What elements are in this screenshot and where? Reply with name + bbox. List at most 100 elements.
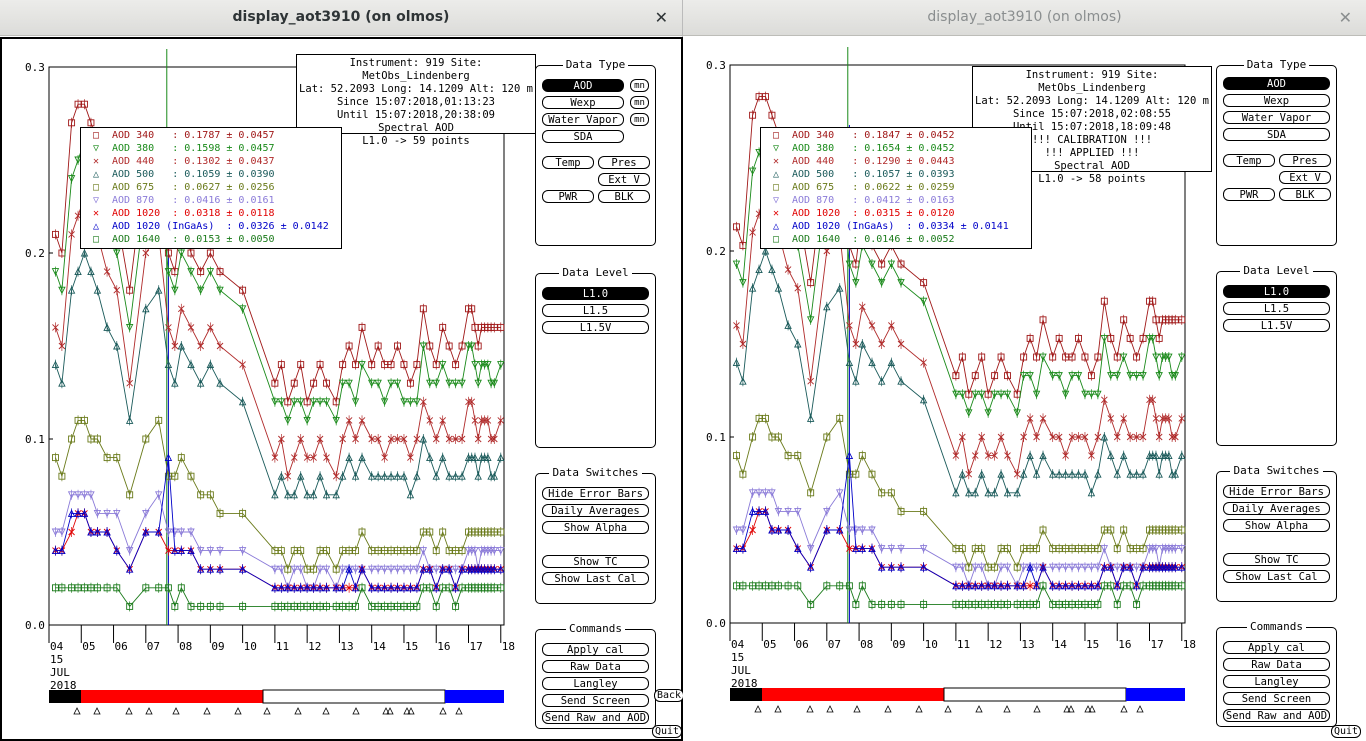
daily-averages-button[interactable]: Daily Averages	[542, 504, 649, 517]
show-alpha-button[interactable]: Show Alpha	[1223, 519, 1330, 532]
apply-cal-button[interactable]: Apply cal	[542, 643, 649, 656]
level-l15v-button[interactable]: L1.5V	[542, 321, 649, 334]
data-point	[748, 489, 757, 497]
level-l10-button[interactable]: L1.0	[1223, 285, 1330, 298]
apply-cal-button[interactable]: Apply cal	[1223, 641, 1330, 654]
send-raw-and-aod-button[interactable]: Send Raw and AOD	[1223, 709, 1330, 722]
pres-button[interactable]: Pres	[1279, 154, 1331, 167]
data-point	[1178, 526, 1186, 534]
raw-data-button[interactable]: Raw Data	[542, 660, 649, 673]
data-point	[206, 249, 214, 257]
data-point	[1113, 433, 1121, 441]
data-point	[351, 583, 360, 592]
raw-data-button[interactable]: Raw Data	[1223, 658, 1330, 671]
data-point	[87, 491, 95, 499]
left-close-icon[interactable]: ✕	[654, 8, 668, 27]
data-point	[238, 305, 247, 313]
data-point	[1074, 581, 1083, 590]
level-l15-button[interactable]: L1.5	[542, 304, 649, 317]
sda-button[interactable]: SDA	[542, 130, 624, 143]
ext-v-button[interactable]: Ext V	[598, 173, 650, 186]
hide-error-bars-button[interactable]: Hide Error Bars	[1223, 485, 1330, 498]
data-point	[1081, 353, 1089, 361]
water-vapor-button[interactable]: Water Vapor	[1223, 111, 1330, 124]
aod-button[interactable]: AOD	[1223, 77, 1330, 90]
aod-mn-button[interactable]: mn	[630, 79, 649, 92]
data-point	[400, 472, 408, 480]
data-point	[216, 602, 224, 610]
data-point	[323, 454, 330, 461]
level-l10-button[interactable]: L1.0	[542, 287, 649, 300]
data-point	[768, 489, 776, 497]
legend-marker-icon: △	[92, 169, 100, 180]
data-point	[238, 547, 247, 555]
data-point	[393, 379, 402, 388]
langley-button[interactable]: Langley	[1223, 675, 1330, 688]
send-raw-and-aod-button[interactable]: Send Raw and AOD	[542, 711, 649, 724]
water-vapor-mn-button[interactable]: mn	[630, 113, 649, 126]
wexp-button[interactable]: Wexp	[1223, 94, 1330, 107]
right-quit-button[interactable]: Quit	[1331, 725, 1362, 738]
data-point	[407, 454, 414, 461]
data-point	[471, 323, 479, 331]
wexp-button[interactable]: Wexp	[542, 96, 624, 109]
hide-error-bars-button[interactable]: Hide Error Bars	[542, 487, 649, 500]
data-point	[374, 342, 382, 350]
legend-label: AOD 440 : 0.1290 ± 0.0443	[792, 156, 955, 167]
data-point	[1100, 582, 1108, 590]
back-button[interactable]: Back	[654, 689, 685, 702]
data-point	[297, 602, 305, 610]
temp-button[interactable]: Temp	[1223, 154, 1275, 167]
left-quit-button[interactable]: Quit	[652, 725, 683, 738]
data-point	[971, 600, 979, 608]
show-last-cal-button[interactable]: Show Last Cal	[542, 572, 649, 585]
data-point	[836, 582, 844, 590]
data-point	[345, 547, 353, 555]
level-l15v-button[interactable]: L1.5V	[1223, 319, 1330, 332]
x-tick-label: 10	[244, 640, 257, 653]
time-marker-icon	[1136, 705, 1144, 713]
ext-v-button[interactable]: Ext V	[1279, 171, 1331, 184]
send-screen-button[interactable]: Send Screen	[542, 694, 649, 707]
data-point	[154, 491, 163, 499]
data-point	[374, 565, 382, 574]
data-point	[852, 544, 860, 553]
pres-button[interactable]: Pres	[598, 156, 650, 169]
data-point	[387, 472, 395, 480]
send-screen-button[interactable]: Send Screen	[1223, 692, 1330, 705]
right-close-icon[interactable]: ✕	[1338, 8, 1352, 27]
data-point	[887, 358, 896, 367]
langley-button[interactable]: Langley	[542, 677, 649, 690]
temp-button[interactable]: Temp	[542, 156, 594, 169]
pwr-button[interactable]: PWR	[542, 190, 594, 203]
data-point	[196, 565, 205, 573]
data-point	[852, 279, 860, 287]
aod-button[interactable]: AOD	[542, 79, 624, 92]
pwr-button[interactable]: PWR	[1223, 188, 1275, 201]
blk-button[interactable]: BLK	[1279, 188, 1331, 201]
data-point	[80, 509, 89, 517]
time-marker-icon	[382, 707, 390, 715]
show-alpha-button[interactable]: Show Alpha	[542, 521, 649, 534]
sda-button[interactable]: SDA	[1223, 128, 1330, 141]
data-point	[1068, 563, 1076, 572]
blk-button[interactable]: BLK	[598, 190, 650, 203]
daily-averages-button[interactable]: Daily Averages	[1223, 502, 1330, 515]
level-l15-button[interactable]: L1.5	[1223, 302, 1330, 315]
wexp-mn-button[interactable]: mn	[630, 96, 649, 109]
data-point	[351, 472, 360, 480]
data-point	[126, 286, 134, 294]
info-line: Lat: 52.2093 Long: 14.1209 Alt: 120 m	[975, 95, 1209, 107]
data-point	[977, 581, 986, 590]
show-last-cal-button[interactable]: Show Last Cal	[1223, 570, 1330, 583]
show-tc-button[interactable]: Show TC	[542, 555, 649, 568]
data-point	[794, 284, 802, 292]
data-point	[794, 582, 802, 590]
show-tc-button[interactable]: Show TC	[1223, 553, 1330, 566]
data-point	[1068, 581, 1076, 590]
data-point	[290, 565, 298, 574]
data-point	[897, 545, 905, 553]
info-line: !!! CALIBRATION !!!	[1031, 134, 1153, 146]
water-vapor-button[interactable]: Water Vapor	[542, 113, 624, 126]
data-point	[419, 305, 427, 313]
